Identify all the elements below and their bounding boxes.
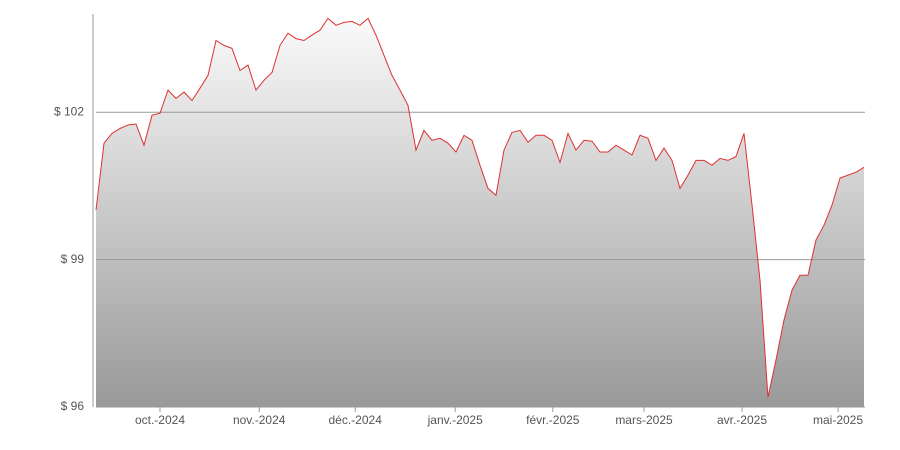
y-tick-label: $ 99 [61, 252, 85, 266]
x-tick-label: nov.-2024 [233, 413, 286, 427]
x-tick-label: mars-2025 [615, 413, 673, 427]
area-fill [96, 18, 864, 408]
y-tick-label: $ 102 [54, 104, 84, 118]
x-tick-label: déc.-2024 [329, 413, 383, 427]
x-tick-label: janv.-2025 [427, 413, 483, 427]
x-tick-label: févr.-2025 [526, 413, 580, 427]
x-tick-label: avr.-2025 [717, 413, 767, 427]
price-line [95, 17, 865, 398]
x-tick-label: oct.-2024 [135, 413, 185, 427]
x-tick-label: mai-2025 [813, 413, 863, 427]
y-tick-label: $ 96 [61, 399, 85, 413]
